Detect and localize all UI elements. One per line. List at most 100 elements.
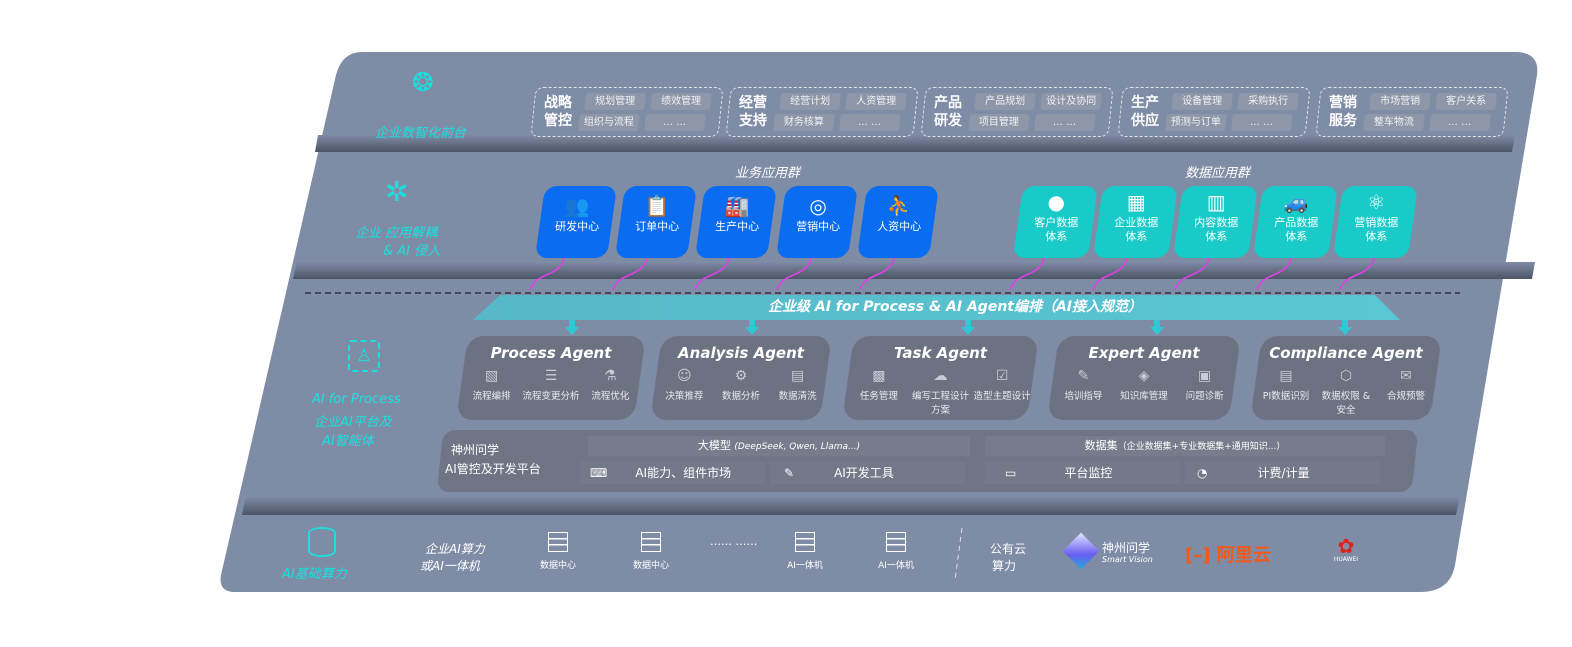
public-cloud-1: 公有云: [990, 542, 1027, 556]
billing-tool[interactable]: ◔ 计费/计量: [1185, 462, 1380, 484]
front-chip[interactable]: 产品规划: [974, 93, 1036, 110]
front-chip[interactable]: 项目管理: [968, 114, 1030, 131]
card-label: 体系: [1125, 230, 1148, 243]
agent-capability[interactable]: ◈ 知识库管理: [1114, 368, 1174, 402]
front-chip[interactable]: 客户关系: [1435, 93, 1497, 110]
card-label: 企业数据: [1114, 216, 1159, 229]
monitor-tool[interactable]: ▭ 平台监控: [985, 462, 1180, 484]
data-app-card[interactable]: ▥ 内容数据 体系: [1172, 186, 1259, 258]
front-chip[interactable]: 组织与流程: [578, 114, 640, 131]
agent-capability[interactable]: ▧ 流程编排: [462, 368, 521, 402]
front-chip[interactable]: 设备管理: [1171, 93, 1233, 110]
orchestration-banner: 企业级 AI for Process & AI Agent编排（AI接入规范）: [768, 299, 1143, 315]
agent-capability[interactable]: ☑ 造型主题设计: [972, 368, 1033, 416]
capability-icon: ✎: [1077, 368, 1090, 384]
face-scan-icon: ♙: [348, 340, 380, 372]
ai-layer-label-1: AI for Process: [312, 392, 401, 407]
front-chip[interactable]: … …: [1034, 114, 1096, 131]
platform-label-2: AI管控及开发平台: [445, 462, 541, 476]
agent-capability[interactable]: ☺ 决策推荐: [656, 368, 712, 402]
dataset-note: （企业数据集+专业数据集+通用知识...）: [1117, 442, 1286, 452]
group-title: 营销: [1329, 95, 1357, 111]
capability-label: 数据分析: [721, 391, 760, 402]
business-app-card[interactable]: 👥 研发中心: [534, 186, 618, 258]
server-item: 数据中心: [621, 532, 681, 571]
agent-card[interactable]: Task Agent ▩ 任务管理 ☁ 编写工程设计方案 ☑ 造型主题设计: [842, 336, 1039, 420]
front-chip[interactable]: 预测与订单: [1165, 114, 1227, 131]
agent-capability[interactable]: ✉ 合规预警: [1376, 368, 1435, 416]
atom-icon: ⚛: [1367, 190, 1386, 214]
market-tool[interactable]: ⌨ AI能力、组件市场: [580, 462, 765, 484]
dev-tool[interactable]: ✎ AI开发工具: [770, 462, 965, 484]
capability-label: 编写工程设计方案: [911, 391, 969, 416]
agent-title: Task Agent: [893, 344, 988, 362]
front-chip[interactable]: 采购执行: [1237, 93, 1299, 110]
front-chip[interactable]: … …: [1429, 114, 1491, 131]
agent-capability[interactable]: ▩ 任务管理: [848, 368, 909, 416]
capability-label: 数据清洗: [778, 391, 817, 402]
agent-card[interactable]: Compliance Agent ▤ PI数据识别 ⬡ 数据权限 & 安全 ✉ 合规预警: [1250, 336, 1442, 420]
front-chip[interactable]: 整车物流: [1363, 114, 1425, 131]
agent-capability[interactable]: ▣ 问题诊断: [1175, 368, 1235, 402]
data-app-card[interactable]: ⚛ 营销数据 体系: [1332, 186, 1419, 258]
server-label: 数据中心: [539, 561, 576, 571]
server-item: AI一体机: [775, 532, 835, 571]
agent-card[interactable]: Expert Agent ✎ 培训指导 ◈ 知识库管理 ▣ 问题诊断: [1047, 336, 1241, 420]
group-title: 生产: [1131, 95, 1159, 111]
group-title: 服务: [1329, 113, 1357, 129]
user-icon: ●: [1047, 190, 1065, 214]
capability-label: 问题诊断: [1185, 391, 1224, 402]
target-icon: ◎: [809, 194, 827, 218]
agent-capability[interactable]: ⬡ 数据权限 & 安全: [1316, 368, 1375, 416]
capability-icon: ▤: [1279, 368, 1293, 384]
front-chip[interactable]: … …: [1231, 114, 1293, 131]
molecule-icon: ✲: [385, 175, 409, 208]
business-app-card[interactable]: ◎ 营销中心: [775, 186, 859, 258]
capability-icon: ☁: [933, 368, 948, 384]
billing-label: 计费/计量: [1257, 466, 1310, 480]
card-label: 体系: [1205, 230, 1228, 243]
person-icon: ⛹: [886, 194, 912, 218]
orchestration-banner-bg: [473, 295, 1400, 320]
agent-title: Analysis Agent: [678, 344, 804, 362]
capability-icon: ✉: [1400, 368, 1412, 384]
front-chip[interactable]: 财务核算: [773, 114, 835, 131]
market-label: AI能力、组件市场: [635, 466, 732, 480]
agent-capability[interactable]: ▤ 数据清洗: [770, 368, 826, 402]
agent-capability[interactable]: ⚗ 流程优化: [581, 368, 640, 402]
front-chip[interactable]: … …: [839, 114, 901, 131]
agent-card[interactable]: Analysis Agent ☺ 决策推荐 ⚙ 数据分析 ▤ 数据清洗: [650, 336, 832, 420]
business-app-card[interactable]: ⛹ 人资中心: [856, 186, 940, 258]
data-app-card[interactable]: ▦ 企业数据 体系: [1092, 186, 1179, 258]
capability-label: 任务管理: [859, 391, 898, 402]
front-chip[interactable]: 规划管理: [584, 93, 646, 110]
card-label: 体系: [1045, 230, 1068, 243]
server-icon: [548, 532, 568, 552]
data-app-card[interactable]: ● 客户数据 体系: [1012, 186, 1099, 258]
front-label: 企业数智化前台: [375, 126, 467, 141]
front-chip[interactable]: 人资管理: [845, 93, 907, 110]
capability-label: 培训指导: [1064, 391, 1103, 402]
front-chip[interactable]: 绩效管理: [650, 93, 712, 110]
capability-label: 流程编排: [472, 391, 511, 402]
business-app-card[interactable]: 📋 订单中心: [614, 186, 698, 258]
aliyun-logo: [–] 阿里云: [1185, 545, 1271, 566]
ai-layer-label-3: AI智能体: [322, 434, 374, 449]
capability-icon: ⚗: [604, 368, 617, 384]
agent-capability[interactable]: ⚙ 数据分析: [713, 368, 769, 402]
agent-capability[interactable]: ☰ 流程变更分析: [522, 368, 581, 402]
front-chip[interactable]: 经营计划: [779, 93, 841, 110]
front-chip[interactable]: … …: [644, 114, 706, 131]
group-title: 供应: [1131, 113, 1159, 129]
ai-layer-label-2: 企业AI平台及: [314, 415, 392, 430]
agent-capability[interactable]: ☁ 编写工程设计方案: [910, 368, 971, 416]
down-arrow: [745, 320, 759, 335]
front-chip[interactable]: 设计及协同: [1040, 93, 1102, 110]
agent-capability[interactable]: ▤ PI数据识别: [1256, 368, 1315, 416]
agent-capability[interactable]: ✎ 培训指导: [1053, 368, 1113, 402]
front-chip[interactable]: 市场营销: [1369, 93, 1431, 110]
huawei-logo: ✿ HUAWEI: [1330, 536, 1362, 564]
data-app-card[interactable]: 🚙 产品数据 体系: [1252, 186, 1339, 258]
business-app-card[interactable]: 🏭 生产中心: [694, 186, 778, 258]
agent-card[interactable]: Process Agent ▧ 流程编排 ☰ 流程变更分析 ⚗ 流程优化: [456, 336, 646, 420]
